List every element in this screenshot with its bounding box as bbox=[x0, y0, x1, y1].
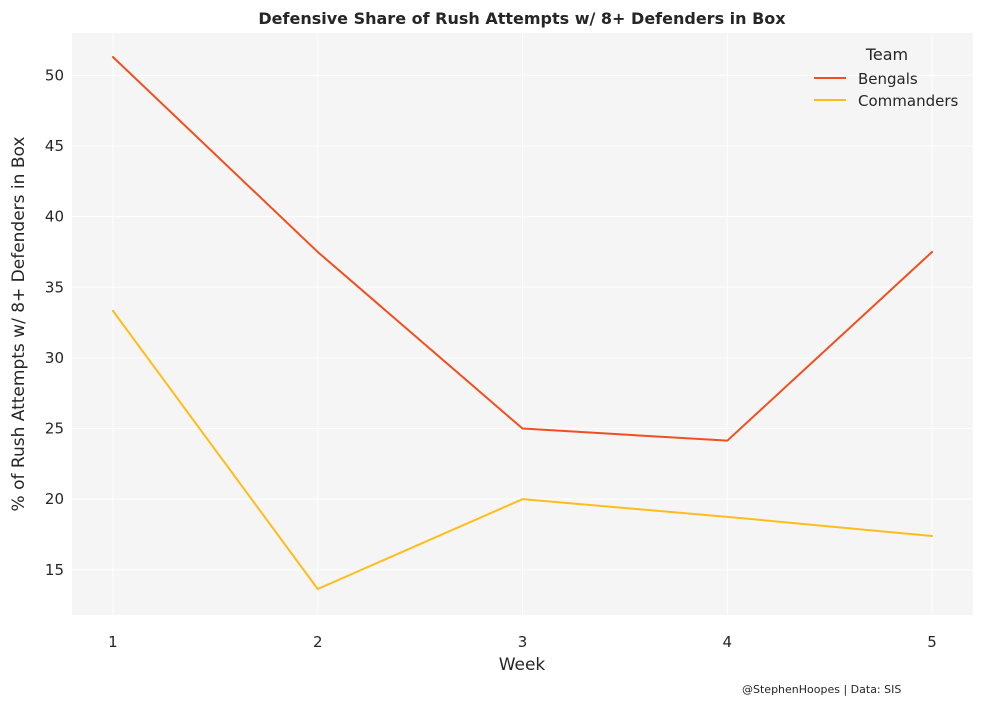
y-tick-label: 50 bbox=[45, 66, 64, 84]
y-axis-ticks: 15 20 25 30 35 40 45 50 bbox=[45, 66, 64, 578]
x-tick-label: 3 bbox=[518, 633, 528, 651]
series-line-bengals bbox=[111, 56, 934, 442]
x-tick-label: 2 bbox=[313, 633, 323, 651]
y-axis-label: % of Rush Attempts w/ 8+ Defenders in Bo… bbox=[9, 137, 29, 512]
y-tick-label: 15 bbox=[45, 561, 64, 579]
credit-text: @StephenHoopes | Data: SIS bbox=[742, 683, 901, 696]
y-tick-label: 45 bbox=[45, 137, 64, 155]
legend-label-commanders: Commanders bbox=[858, 92, 958, 110]
x-tick-label: 1 bbox=[108, 633, 118, 651]
legend-label-bengals: Bengals bbox=[858, 70, 918, 88]
x-tick-label: 4 bbox=[722, 633, 732, 651]
chart-title: Defensive Share of Rush Attempts w/ 8+ D… bbox=[258, 9, 786, 28]
series-lines bbox=[111, 56, 934, 591]
series-line-commanders bbox=[111, 309, 934, 591]
x-axis-ticks: 1 2 3 4 5 bbox=[108, 633, 937, 651]
x-tick-label: 5 bbox=[927, 633, 937, 651]
y-tick-label: 30 bbox=[45, 349, 64, 367]
y-tick-label: 20 bbox=[45, 490, 64, 508]
x-axis-label: Week bbox=[499, 655, 546, 675]
y-tick-label: 40 bbox=[45, 208, 64, 226]
y-tick-label: 25 bbox=[45, 420, 64, 438]
legend-title: Team bbox=[865, 45, 908, 64]
y-tick-label: 35 bbox=[45, 278, 64, 296]
legend: Team Bengals Commanders bbox=[814, 45, 958, 110]
